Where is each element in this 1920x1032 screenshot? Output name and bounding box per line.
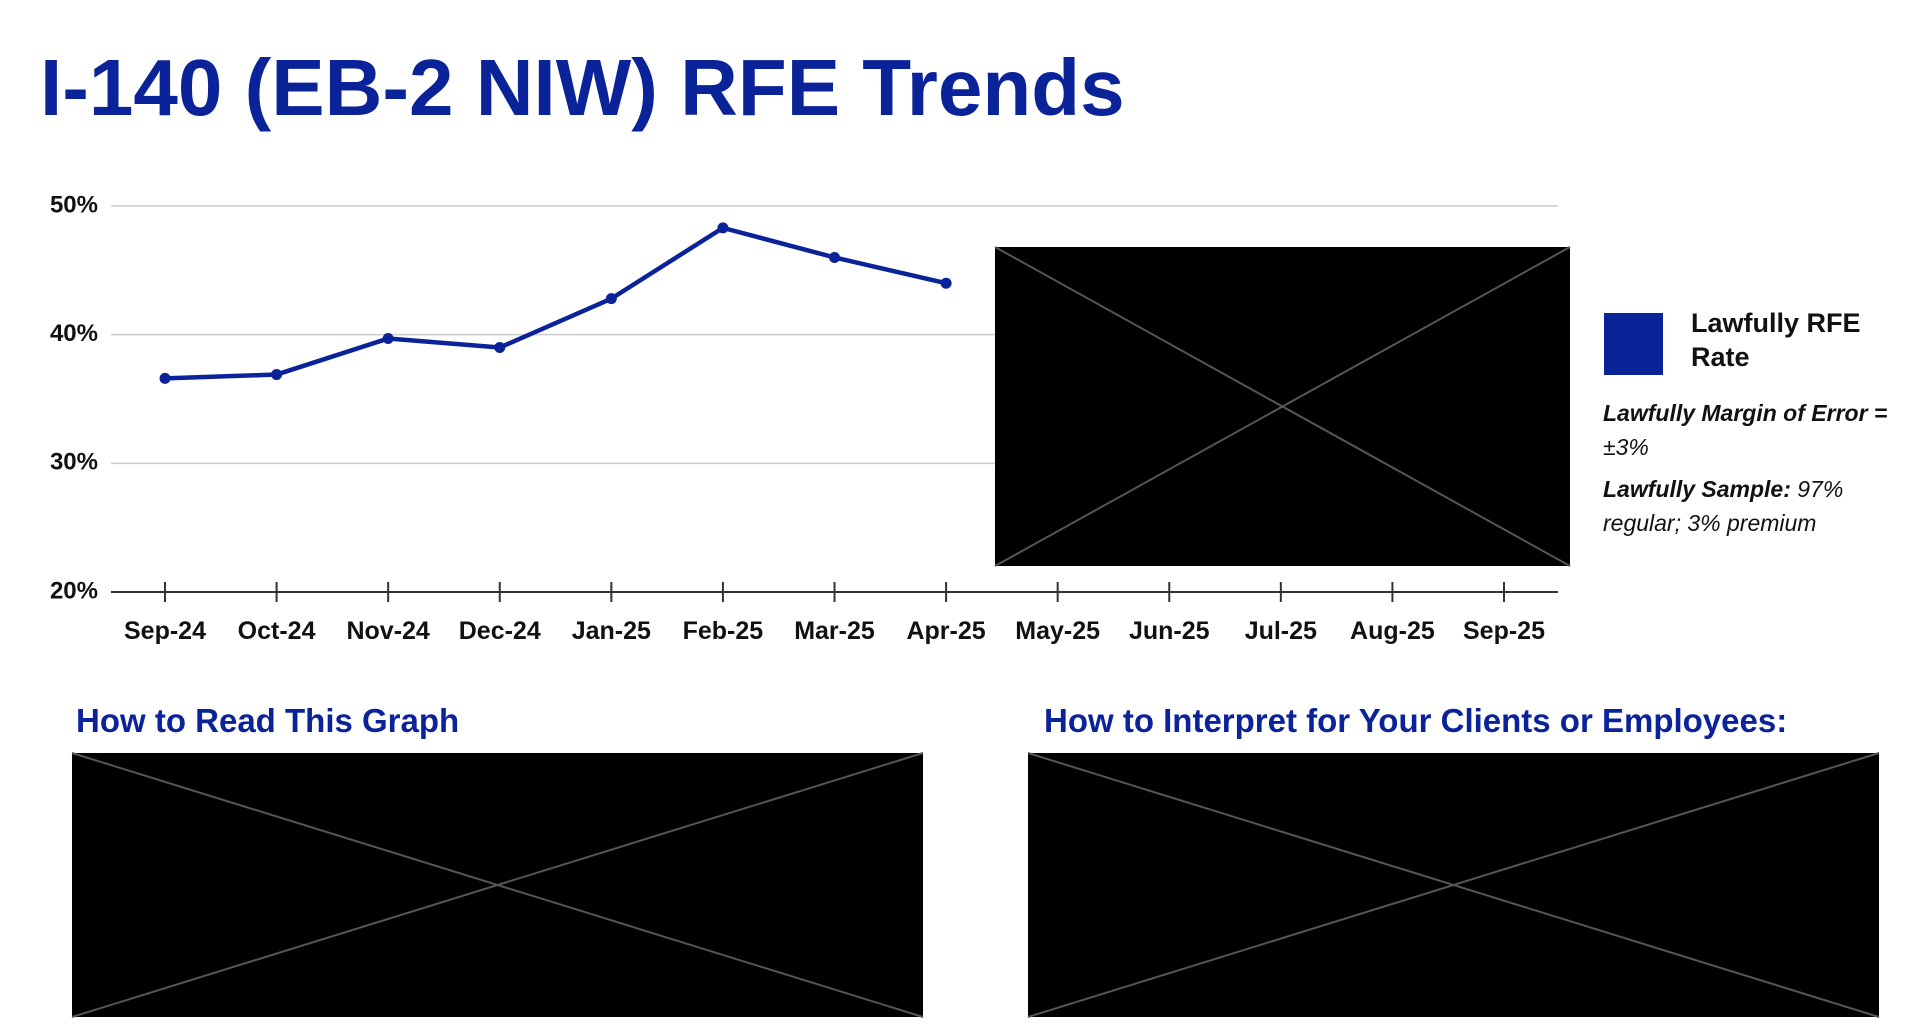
y-tick-label: 30% <box>50 449 98 476</box>
redacted-image <box>994 246 1571 567</box>
redacted-image <box>71 752 924 1018</box>
note-text: 97% regular; 3% premium <box>1603 476 1844 536</box>
x-tick-label: Oct-24 <box>238 617 316 645</box>
data-point <box>494 342 506 354</box>
series-line <box>164 225 947 381</box>
x-tick-label: Sep-25 <box>1463 617 1545 645</box>
section-heading: How to Read This Graph <box>76 702 459 739</box>
section-heading: How to Interpret for Your Clients or Emp… <box>1044 702 1787 739</box>
x-tick-label: Sep-24 <box>124 617 206 645</box>
notes: Lawfully Margin of Error = ±3% Lawfully … <box>1603 396 1903 548</box>
page-title: I-140 (EB-2 NIW) RFE Trends <box>40 43 1125 132</box>
note: Lawfully Sample: 97% regular; 3% premium <box>1603 472 1903 540</box>
plot: 20% 30% 40% 50% Sep-24 Oct-24 Nov-24 Dec-24 Jan-… <box>50 191 1558 645</box>
data-point <box>940 277 952 289</box>
data-point <box>382 333 394 345</box>
data-point <box>271 369 283 381</box>
legend-swatch <box>1604 313 1663 375</box>
x-tick-label: Feb-25 <box>683 617 764 645</box>
data-point <box>717 222 729 234</box>
note-text: ±3% <box>1603 434 1649 460</box>
y-tick-label: 20% <box>50 577 98 604</box>
x-tick-label: May-25 <box>1015 617 1100 645</box>
data-point <box>829 251 840 263</box>
redacted-image <box>1027 752 1880 1018</box>
x-tick-label: Jun-25 <box>1129 617 1210 645</box>
data-point <box>159 372 171 384</box>
x-tick-label: Jul-25 <box>1245 617 1317 645</box>
y-tick-label: 50% <box>50 191 98 218</box>
y-tick-label: 40% <box>50 320 98 347</box>
x-tick-label: Aug-25 <box>1350 617 1435 645</box>
legend-label: Lawfully RFE Rate <box>1691 308 1861 372</box>
note-label: Lawfully Margin of Error = <box>1603 400 1888 426</box>
note-label: Lawfully Sample: <box>1603 476 1791 502</box>
x-tick-label: Dec-24 <box>459 617 541 645</box>
x-tick-label: Mar-25 <box>794 617 875 645</box>
note: Lawfully Margin of Error = ±3% <box>1603 396 1903 464</box>
data-point <box>605 293 617 305</box>
x-tick-label: Apr-25 <box>906 617 985 645</box>
x-tick-label: Jan-25 <box>572 617 651 645</box>
x-tick-label: Nov-24 <box>346 617 429 645</box>
